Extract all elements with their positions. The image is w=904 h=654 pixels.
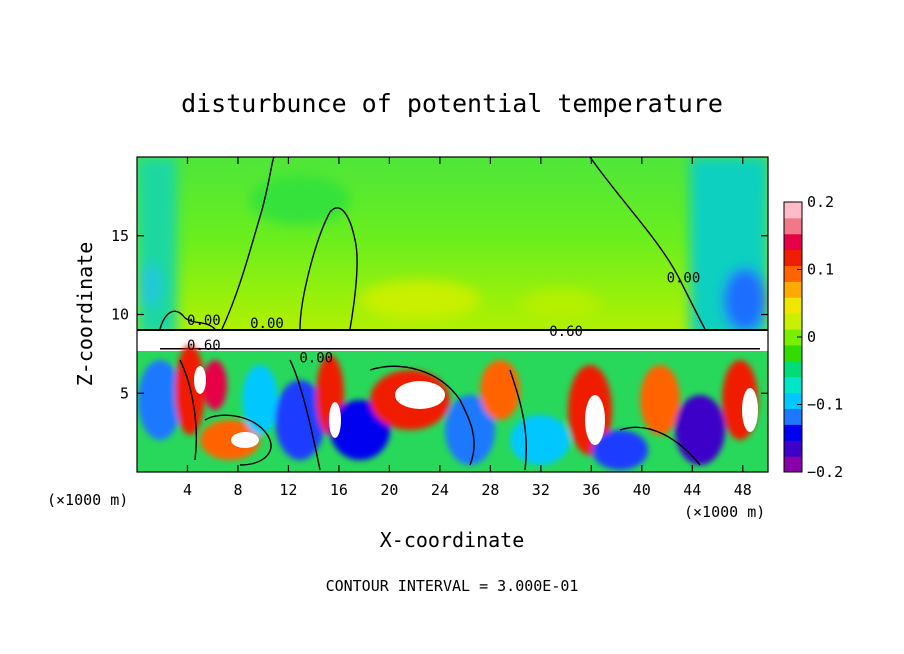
x-tick-label: 40	[633, 481, 651, 499]
colorbar-tick-label: −0.1	[807, 396, 843, 414]
x-tick-label: 44	[683, 481, 701, 499]
colorbar-segment	[784, 249, 802, 267]
blob	[510, 415, 570, 465]
interface-band	[137, 329, 768, 351]
blob	[138, 360, 182, 440]
colorbar-segment	[784, 233, 802, 251]
x-tick-label: 32	[532, 481, 550, 499]
colorbar-segment	[784, 440, 802, 457]
contour-line	[179, 359, 198, 461]
y-tick-label: 10	[111, 306, 129, 324]
contour-interval-label: CONTOUR INTERVAL = 3.000E-01	[326, 577, 579, 595]
contour-line	[289, 359, 321, 471]
contour-line-0	[221, 157, 275, 330]
colorbar-segment	[784, 424, 802, 441]
colorbar-segment	[784, 281, 802, 298]
chart-title: disturbunce of potential temperature	[181, 89, 723, 118]
contour-line	[509, 369, 528, 471]
x-tick-label: 12	[279, 481, 297, 499]
colorbar: 0.2 0.1 0 −0.1 −0.2	[783, 193, 843, 481]
right-cold-anomaly	[723, 268, 767, 332]
warm-patch-2	[520, 289, 600, 321]
warm-patch-1	[360, 280, 480, 320]
colorbar-segment	[784, 456, 802, 473]
colorbar-segment	[784, 408, 802, 425]
white-core	[194, 366, 206, 394]
x-unit-right: (×1000 m)	[684, 503, 765, 521]
contour-line	[204, 414, 272, 466]
contour-line-0	[589, 157, 706, 330]
contour-label: 0.00	[187, 313, 221, 329]
colorbar-segment	[784, 392, 802, 409]
contour-line	[369, 365, 475, 466]
colorbar-segment	[784, 329, 802, 346]
blob	[675, 395, 725, 465]
x-unit-left: (×1000 m)	[47, 491, 128, 509]
colorbar-tick-label: −0.2	[807, 463, 843, 481]
contour-line	[619, 426, 701, 466]
y-tick-label: 15	[111, 227, 129, 245]
white-core	[231, 432, 259, 448]
contour-label: 0.00	[250, 316, 284, 332]
x-tick-label: 36	[582, 481, 600, 499]
contour-line-0	[299, 207, 358, 330]
warm-patch-3	[250, 175, 350, 225]
x-tick-label: 16	[330, 481, 348, 499]
x-tick-label: 24	[431, 481, 449, 499]
blob	[445, 395, 495, 465]
colorbar-segment	[784, 265, 802, 282]
left-cool-region	[137, 157, 177, 337]
blob	[480, 360, 520, 420]
colorbar-segment	[784, 313, 802, 330]
x-tick-label: 8	[233, 481, 242, 499]
x-axis-label: X-coordinate	[380, 528, 525, 552]
colorbar-segment	[784, 344, 802, 362]
contour-label: 0.60	[187, 338, 221, 354]
left-cold-anomaly	[138, 263, 162, 307]
interface-line-top	[137, 329, 768, 331]
blob	[203, 360, 227, 410]
blob	[592, 430, 648, 470]
interface-line-bottom	[160, 348, 760, 350]
blob	[330, 400, 390, 460]
colorbar-segment	[784, 297, 802, 314]
colorbar-tick-label: 0	[807, 328, 816, 346]
blob	[242, 365, 278, 435]
colorbar-segment	[784, 217, 802, 235]
colorbar-segment	[784, 202, 802, 219]
blob	[200, 420, 260, 460]
y-axis-label: Z-coordinate	[73, 242, 97, 387]
white-core	[395, 381, 445, 409]
x-tick-label: 28	[481, 481, 499, 499]
contour-label: 0.60	[549, 324, 583, 340]
x-tick-label: 20	[380, 481, 398, 499]
contour-label: 0.00	[667, 270, 701, 286]
white-core	[329, 402, 341, 438]
colorbar-tick-label: 0.2	[807, 193, 834, 211]
contour-line-0	[159, 310, 216, 330]
colorbar-segment	[784, 376, 802, 394]
white-core	[742, 388, 758, 432]
field-image	[137, 157, 768, 472]
blob	[640, 365, 680, 435]
colorbar-tick-label: 0.1	[807, 261, 834, 279]
blob	[275, 380, 325, 460]
y-tick-label: 5	[120, 384, 129, 402]
colorbar-segment	[784, 360, 802, 378]
x-tick-label: 48	[734, 481, 752, 499]
x-tick-label: 4	[183, 481, 192, 499]
contour-label: 0.00	[299, 351, 333, 367]
white-core	[585, 395, 605, 445]
